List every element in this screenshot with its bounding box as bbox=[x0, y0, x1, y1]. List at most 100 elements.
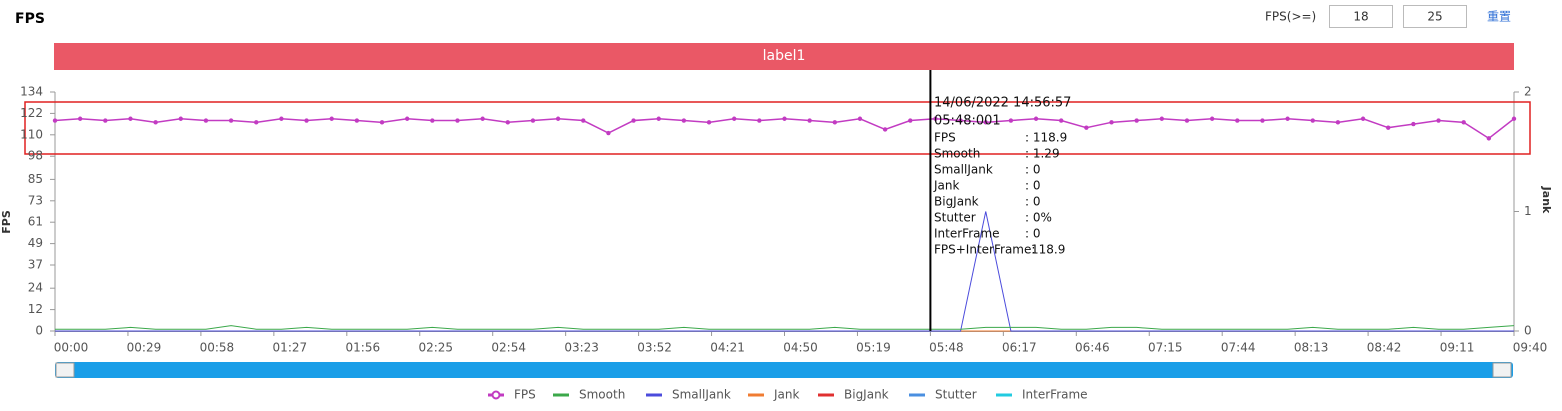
tooltip-value: : 118.9 bbox=[1025, 131, 1067, 145]
tooltip-label: InterFrame bbox=[934, 227, 1000, 241]
x-tick-label: 01:27 bbox=[273, 341, 308, 355]
y2-tick-label: 0 bbox=[1524, 324, 1532, 338]
fps-point bbox=[681, 118, 687, 123]
fps-point bbox=[354, 118, 360, 123]
x-tick-label: 07:15 bbox=[1148, 341, 1183, 355]
zoom-slider[interactable] bbox=[55, 362, 1513, 378]
fps-point bbox=[606, 130, 611, 136]
y-tick-label: 98 bbox=[28, 149, 43, 163]
fps-point bbox=[304, 118, 309, 123]
fps-point bbox=[404, 116, 410, 121]
tooltip-label: FPS+InterFrame: bbox=[934, 243, 1035, 257]
slider-handle-left[interactable] bbox=[55, 362, 75, 378]
legend-label[interactable]: Stutter bbox=[935, 388, 977, 402]
fps-point bbox=[1059, 118, 1064, 123]
fps-point bbox=[983, 120, 988, 125]
threshold-label: FPS(>=) bbox=[1265, 10, 1316, 24]
legend-label[interactable]: Smooth bbox=[579, 388, 625, 402]
legend-label[interactable]: BigJank bbox=[844, 388, 889, 402]
fps-point bbox=[1033, 116, 1039, 121]
fps-point bbox=[103, 118, 108, 123]
legend-label[interactable]: SmallJank bbox=[672, 388, 731, 402]
fps-point bbox=[782, 116, 787, 121]
threshold-high: 25 bbox=[1427, 10, 1442, 24]
series-line bbox=[55, 211, 1514, 332]
fps-point bbox=[52, 118, 58, 123]
fps-point bbox=[203, 118, 209, 123]
x-tick-label: 02:54 bbox=[491, 341, 526, 355]
fps-point bbox=[631, 118, 636, 123]
tooltip-label: Stutter bbox=[934, 211, 976, 225]
tooltip-label: FPS bbox=[934, 131, 956, 145]
fps-point bbox=[908, 118, 913, 123]
fps-point bbox=[228, 118, 234, 123]
fps-point bbox=[254, 120, 259, 125]
fps-point bbox=[1260, 118, 1265, 123]
x-tick-label: 01:56 bbox=[346, 341, 381, 355]
tooltip-label: Jank bbox=[933, 179, 959, 193]
fps-point bbox=[1335, 120, 1341, 125]
fps-point bbox=[958, 118, 963, 123]
fps-point bbox=[807, 118, 812, 123]
fps-point bbox=[1461, 120, 1466, 125]
legend-label[interactable]: FPS bbox=[514, 388, 536, 402]
y-tick-label: 12 bbox=[28, 302, 43, 316]
fps-point bbox=[153, 120, 158, 125]
tooltip-value: 118.9 bbox=[1031, 243, 1065, 257]
fps-point bbox=[1159, 116, 1165, 121]
x-tick-label: 09:40 bbox=[1513, 341, 1548, 355]
x-tick-label: 08:13 bbox=[1294, 341, 1329, 355]
label-band bbox=[54, 43, 1514, 70]
x-tick-label: 04:50 bbox=[783, 341, 818, 355]
fps-point bbox=[279, 116, 284, 121]
fps-point bbox=[857, 116, 863, 121]
x-tick-label: 05:19 bbox=[856, 341, 891, 355]
threshold-high-input[interactable] bbox=[1403, 5, 1467, 28]
x-tick-label: 02:25 bbox=[418, 341, 453, 355]
y2-tick-label: 2 bbox=[1524, 85, 1532, 99]
fps-point bbox=[832, 120, 838, 125]
fps-point bbox=[1235, 118, 1240, 123]
series-line bbox=[55, 325, 1515, 330]
slider-handle-right[interactable] bbox=[1492, 362, 1512, 378]
fps-point bbox=[1134, 118, 1139, 123]
x-tick-label: 06:46 bbox=[1075, 341, 1110, 355]
fps-point bbox=[1008, 118, 1014, 123]
title: FPS bbox=[15, 11, 45, 27]
x-tick-label: 00:00 bbox=[54, 341, 89, 355]
y-tick-label: 122 bbox=[20, 106, 43, 120]
y-tick-label: 24 bbox=[28, 281, 43, 295]
x-tick-label: 00:58 bbox=[200, 341, 235, 355]
fps-point bbox=[178, 116, 183, 121]
fps-point bbox=[1310, 118, 1315, 123]
tooltip-label: BigJank bbox=[934, 195, 979, 209]
fps-point bbox=[505, 120, 510, 125]
y-tick-label: 37 bbox=[28, 258, 43, 272]
y-tick-label: 61 bbox=[28, 215, 43, 229]
fps-point bbox=[706, 120, 712, 125]
fps-point bbox=[1436, 118, 1441, 123]
fps-point bbox=[656, 116, 661, 121]
fps-point bbox=[555, 116, 561, 121]
reset-button[interactable]: 重置 bbox=[1487, 10, 1511, 24]
y-tick-label: 0 bbox=[35, 324, 43, 338]
fps-point bbox=[1386, 125, 1391, 130]
tooltip-value: : 0 bbox=[1025, 195, 1041, 209]
fps-point bbox=[329, 116, 334, 121]
tooltip-value: : 0% bbox=[1025, 211, 1052, 225]
fps-point bbox=[1184, 118, 1190, 123]
fps-point bbox=[882, 127, 888, 132]
fps-point bbox=[757, 118, 762, 123]
y-tick-label: 134 bbox=[20, 85, 43, 99]
fps-point bbox=[1209, 116, 1215, 121]
fps-point bbox=[77, 116, 83, 121]
fps-point bbox=[1411, 121, 1416, 127]
x-tick-label: 09:11 bbox=[1440, 341, 1475, 355]
fps-point bbox=[480, 116, 485, 121]
tooltip-time: 05:48:001 bbox=[934, 114, 1001, 129]
threshold-low-input[interactable] bbox=[1329, 5, 1393, 28]
y2-tick-label: 1 bbox=[1524, 204, 1532, 218]
legend-label[interactable]: InterFrame bbox=[1022, 388, 1088, 402]
legend-label[interactable]: Jank bbox=[773, 388, 799, 402]
